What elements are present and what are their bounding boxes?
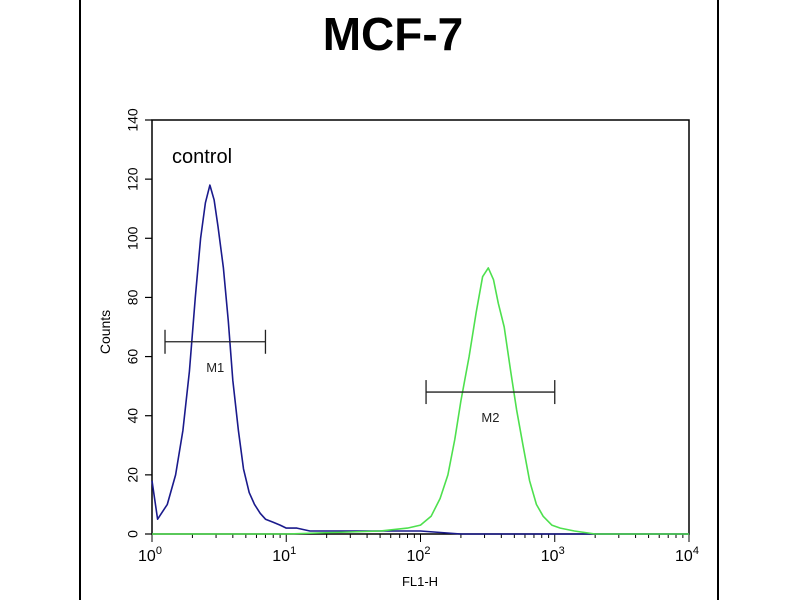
y-tick-label: 140 bbox=[125, 108, 141, 132]
y-tick-label: 80 bbox=[125, 289, 141, 305]
chart-title: MCF-7 bbox=[323, 8, 464, 60]
plot-frame bbox=[151, 119, 690, 535]
sample-histogram-line bbox=[152, 267, 689, 535]
x-tick-label: 100 bbox=[138, 545, 162, 565]
x-axis-ticks: 100 101 102 103 104 bbox=[138, 534, 699, 565]
x-tick-label: 102 bbox=[407, 545, 431, 565]
gate-markers: M1 M2 bbox=[164, 329, 556, 425]
figure-border bbox=[79, 0, 719, 600]
y-tick-label: 0 bbox=[125, 530, 141, 538]
x-tick-label: 103 bbox=[541, 545, 565, 565]
y-tick-label: 60 bbox=[125, 349, 141, 365]
y-tick-label: 40 bbox=[125, 408, 141, 424]
y-tick-label: 100 bbox=[125, 226, 141, 250]
y-tick-label: 20 bbox=[125, 467, 141, 483]
gate-label-m2: M2 bbox=[481, 410, 499, 425]
histogram-series bbox=[151, 184, 689, 535]
control-histogram-line bbox=[151, 184, 689, 535]
x-axis-label: FL1-H bbox=[402, 574, 438, 589]
x-tick-label: 104 bbox=[675, 545, 699, 565]
y-tick-label: 120 bbox=[125, 167, 141, 191]
control-annotation: control bbox=[172, 146, 232, 168]
y-axis-ticks: 0 20 40 60 80 100 120 140 bbox=[125, 108, 152, 538]
gate-label-m1: M1 bbox=[206, 360, 224, 375]
x-tick-label: 101 bbox=[272, 545, 296, 565]
y-axis-label: Counts bbox=[97, 310, 113, 354]
